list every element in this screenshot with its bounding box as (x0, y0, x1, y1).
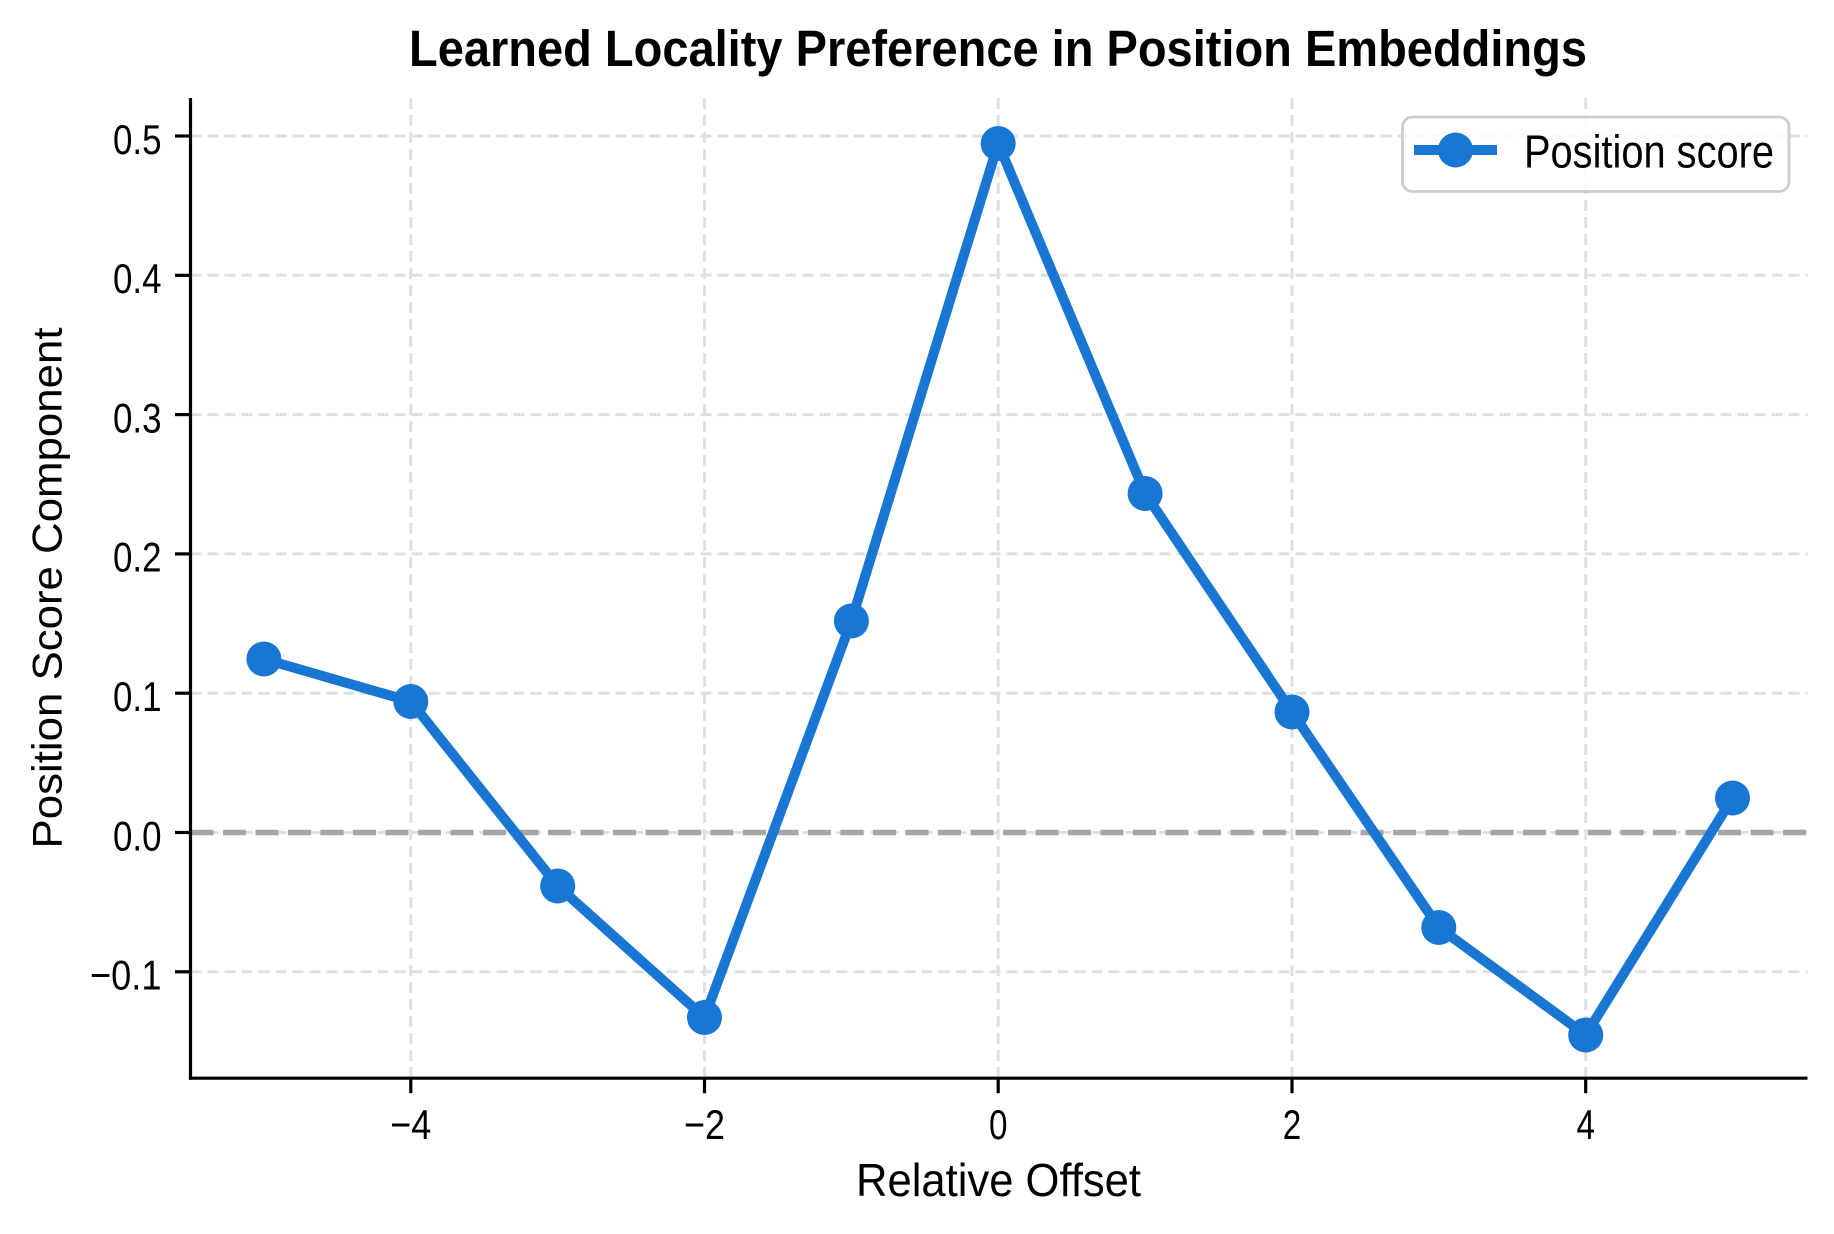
svg-text:0.0: 0.0 (113, 812, 162, 859)
svg-text:2: 2 (1283, 1101, 1302, 1148)
svg-text:Learned Locality Preference in: Learned Locality Preference in Position … (409, 20, 1587, 77)
svg-text:0.4: 0.4 (113, 255, 162, 302)
svg-text:4: 4 (1576, 1101, 1595, 1148)
svg-text:0.1: 0.1 (113, 673, 162, 720)
svg-text:−2: −2 (684, 1101, 725, 1148)
svg-text:Relative Offset: Relative Offset (856, 1154, 1141, 1206)
svg-text:0.2: 0.2 (113, 534, 162, 581)
svg-text:0.3: 0.3 (113, 394, 162, 441)
svg-text:Position Score Component: Position Score Component (24, 327, 71, 848)
svg-text:0.5: 0.5 (113, 116, 162, 163)
svg-text:−4: −4 (390, 1101, 431, 1148)
svg-text:0: 0 (989, 1101, 1008, 1148)
svg-text:−0.1: −0.1 (90, 952, 162, 999)
svg-text:Position score: Position score (1524, 126, 1774, 178)
